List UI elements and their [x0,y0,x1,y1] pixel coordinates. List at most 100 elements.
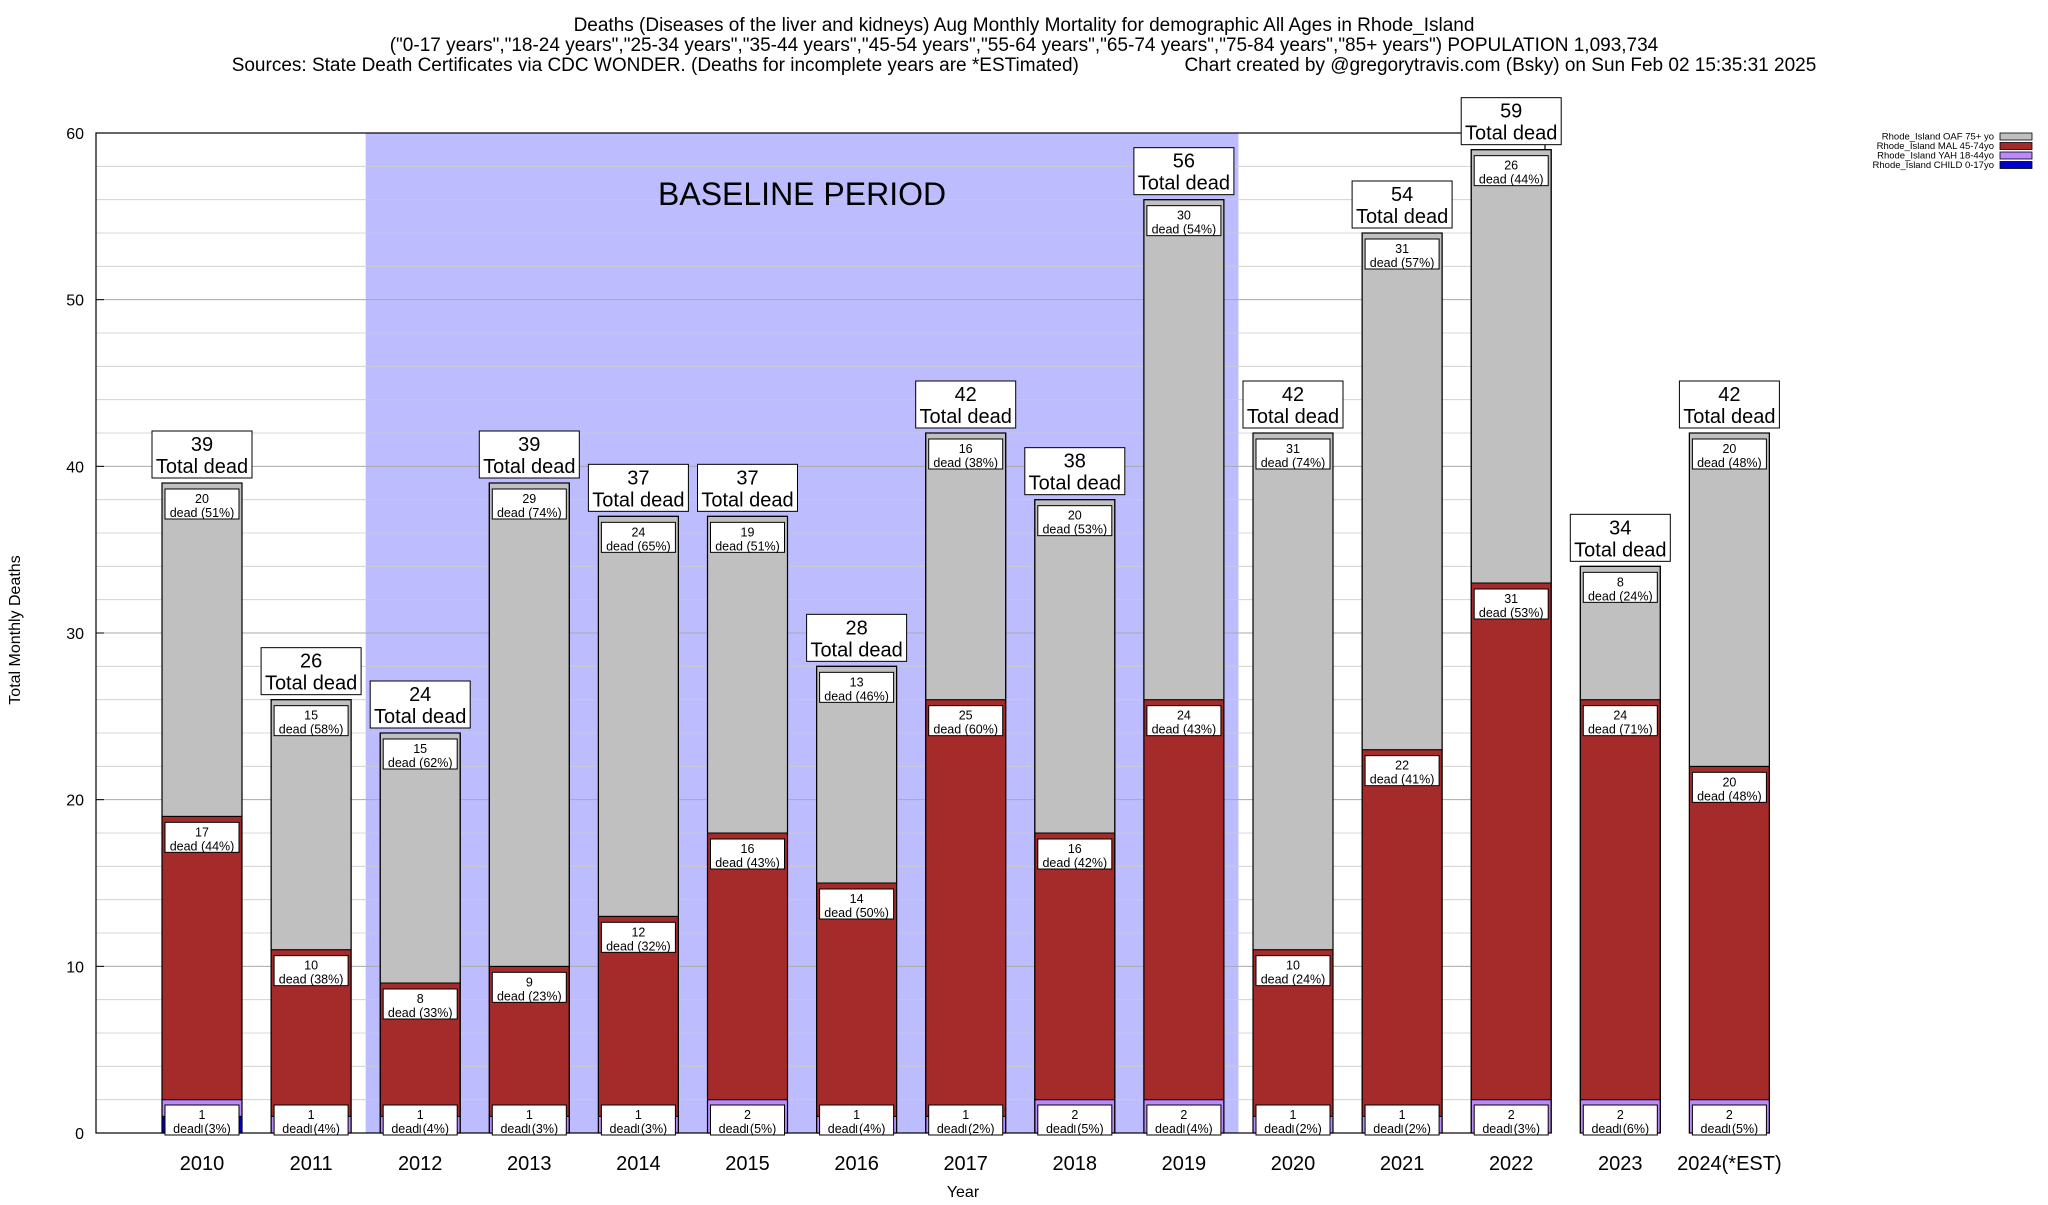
label-oaf-line: dead (65%) [606,539,671,553]
label-mal-line: dead (50%) [824,906,889,920]
bar-oaf [1688,432,1770,767]
label-mal-line: dead (42%) [1042,856,1107,870]
y-tick-label: 0 [75,1126,84,1143]
total-box [697,463,798,512]
label-mal-box [819,888,895,920]
label-oaf: 15 dead (62%) [388,742,453,770]
label-mal-line: 24 [1613,709,1627,723]
total-label: Total dead [265,673,357,695]
total-label: Total dead [592,489,684,511]
total-value: 54 [1391,184,1413,206]
label-oaf-line: 8 [1617,575,1624,589]
label-mal: 10 dead (24%) [1261,959,1326,987]
label-oaf: 16 dead (38%) [933,442,998,470]
legend-label: Rhode_Island YAH 18-44yo [1877,151,1994,162]
label-yah-line: 2 [1508,1108,1515,1122]
label-oaf-box [600,521,676,553]
label-mal-box [273,955,349,987]
total-box [151,430,253,479]
label-oaf: 20 dead (51%) [170,492,235,520]
label-oaf-line: dead (53%) [1042,523,1107,537]
baseline-label: BASELINE PERIOD [658,176,946,212]
label-mal-box [710,838,785,870]
total-value: 56 [1173,151,1195,173]
total-label: Total dead [1465,123,1557,145]
bar-oaf [707,515,788,834]
total-label: Total dead [1683,406,1775,428]
bar-mal [1579,699,1661,1101]
title-line-1: Deaths (Diseases of the liver and kidney… [574,15,1475,36]
total-value: 26 [300,651,322,673]
total-value: 42 [1718,384,1740,406]
label-mal-line: 22 [1395,759,1409,773]
label-oaf-line: dead (46%) [824,689,889,703]
x-tick-label: 2017 [943,1153,988,1175]
legend-swatch [1999,151,2033,160]
title-line-3: Sources: State Death Certificates via CD… [232,55,1817,76]
label-oaf-line: dead (51%) [170,506,235,520]
label-mal-box [1473,588,1549,620]
label-mal-line: 14 [850,892,864,906]
label-mal-line: dead (53%) [1479,606,1544,620]
total-box [915,380,1017,429]
label-oaf-box [1473,155,1549,187]
bar-mal [1470,582,1552,1101]
label-mal-box [491,971,567,1003]
total-box [478,430,580,479]
y-tick-label: 30 [66,626,84,643]
label-mal-line: 16 [1068,842,1082,856]
label-oaf-line: dead (38%) [933,456,998,470]
label-mal-line: 12 [631,925,645,939]
label-mal: 24 dead (43%) [1152,709,1217,737]
label-yah-line: 1 [1290,1108,1297,1122]
x-axis-label: Year [947,1184,980,1200]
label-mal-line: 20 [1722,775,1736,789]
bar-oaf [1361,232,1443,751]
label-oaf-line: dead (24%) [1588,589,1653,603]
total-value: 59 [1500,101,1522,123]
label-mal-line: 10 [304,959,318,973]
x-tick-label: 2013 [507,1153,552,1175]
label-mal: 9 dead (23%) [497,975,562,1003]
label-oaf: 20 dead (53%) [1042,509,1107,537]
bar-oaf [1470,149,1552,584]
y-tick-label: 40 [66,459,84,476]
label-oaf-line: 24 [631,525,645,539]
label-yah-line: 1 [199,1108,206,1122]
label-yah-line: 1 [962,1108,969,1122]
label-oaf-box [164,488,240,520]
total-label: Total dead [920,406,1012,428]
label-mal: 31 dead (53%) [1479,592,1544,620]
label-mal-line: 9 [526,975,533,989]
legend-label: Rhode_Island OAF 75+ yo [1882,132,1994,143]
y-tick-label: 10 [66,959,84,976]
y-axis-label: Total Monthly Deaths [7,555,24,704]
y-tick-label: 60 [66,126,84,143]
total-value: 39 [518,434,540,456]
total-box [1351,180,1453,229]
total-label: Total dead [1138,173,1230,195]
label-oaf-line: dead (44%) [1479,173,1544,187]
total-box [1460,97,1562,146]
total-value: 39 [191,434,213,456]
total-label: Total dead [1247,406,1339,428]
label-mal-line: dead (32%) [606,939,671,953]
label-oaf-line: dead (48%) [1697,456,1762,470]
label-mal-box [600,921,676,953]
bar-oaf [597,515,679,917]
bar-mal [1361,749,1443,1117]
label-mal: 20 dead (48%) [1697,775,1762,803]
label-oaf: 19 dead (51%) [715,525,780,553]
x-tick-label: 2015 [725,1153,770,1175]
x-tick-label: 2022 [1489,1153,1534,1175]
total-box [806,613,908,662]
label-oaf-line: 30 [1177,209,1191,223]
label-mal-box [928,705,1004,737]
total-box [1024,447,1126,496]
title-line-2: ("0-17 years","18-24 years","25-34 years… [390,35,1659,56]
label-mal-box [382,988,458,1020]
label-mal-line: dead (43%) [1152,723,1217,737]
label-oaf: 13 dead (46%) [824,675,889,703]
bar-mal [1034,832,1116,1101]
